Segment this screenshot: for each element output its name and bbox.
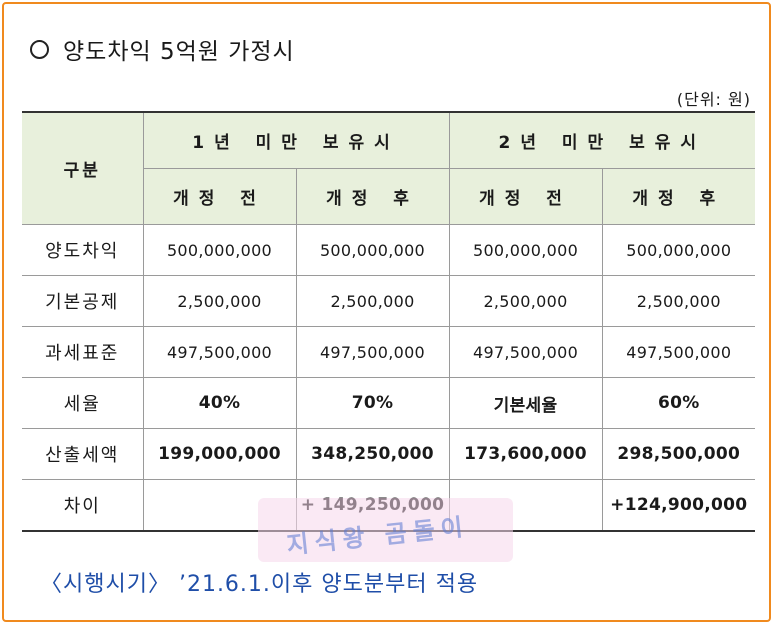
table-cell: 497,500,000 bbox=[295, 326, 450, 378]
table-cell: 348,250,000 bbox=[295, 428, 450, 480]
tax-comparison-table: 구분 1년 미만 보유시 2년 미만 보유시 개정 전 개정 후 개정 전 개정… bbox=[22, 111, 756, 532]
row-header-cell: 구분 bbox=[22, 111, 144, 225]
table-cell: 기본세율 bbox=[448, 377, 603, 429]
group-header-1: 1년 미만 보유시 bbox=[142, 111, 450, 169]
title-text: 양도차익 5억원 가정시 bbox=[63, 39, 295, 65]
table-cell: 500,000,000 bbox=[601, 224, 756, 276]
table-cell: 500,000,000 bbox=[142, 224, 297, 276]
table-cell: 497,500,000 bbox=[601, 326, 756, 378]
table-cell: 2,500,000 bbox=[448, 275, 603, 327]
row-label: 과세표준 bbox=[22, 326, 144, 378]
table-cell: 500,000,000 bbox=[448, 224, 603, 276]
table-cell: 60% bbox=[601, 377, 756, 429]
row-label: 차이 bbox=[22, 479, 144, 532]
row-label: 양도차익 bbox=[22, 224, 144, 276]
watermark: 지식왕 곰돌이 bbox=[258, 498, 513, 562]
table-row: 과세표준 497,500,000 497,500,000 497,500,000… bbox=[22, 326, 756, 378]
effective-date-note: 〈시행시기〉 ’21.6.1.이후 양도분부터 적용 bbox=[40, 572, 479, 597]
group-header-2: 2년 미만 보유시 bbox=[448, 111, 756, 169]
header-row-groups: 구분 1년 미만 보유시 2년 미만 보유시 bbox=[22, 111, 756, 225]
sub-header: 개정 전 bbox=[448, 168, 603, 225]
circle-bullet-icon bbox=[30, 39, 49, 59]
watermark-text: 지식왕 곰돌이 bbox=[285, 512, 471, 560]
table-cell: 497,500,000 bbox=[448, 326, 603, 378]
sub-header: 개정 후 bbox=[295, 168, 450, 225]
table-row: 양도차익 500,000,000 500,000,000 500,000,000… bbox=[22, 224, 756, 276]
row-label: 산출세액 bbox=[22, 428, 144, 480]
table-cell: 70% bbox=[295, 377, 450, 429]
table-cell: 173,600,000 bbox=[448, 428, 603, 480]
table-cell: 500,000,000 bbox=[295, 224, 450, 276]
table-row: 기본공제 2,500,000 2,500,000 2,500,000 2,500… bbox=[22, 275, 756, 327]
sub-header: 개정 전 bbox=[143, 168, 297, 225]
table-cell: 497,500,000 bbox=[142, 326, 297, 378]
table-cell: 199,000,000 bbox=[142, 428, 297, 480]
unit-label: (단위: 원) bbox=[676, 90, 751, 109]
table-cell: 2,500,000 bbox=[601, 275, 756, 327]
header-row-sub: 개정 전 개정 후 개정 전 개정 후 bbox=[22, 168, 756, 225]
table-cell: 40% bbox=[142, 377, 297, 429]
section-title: 양도차익 5억원 가정시 bbox=[30, 32, 295, 66]
table-cell: 298,500,000 bbox=[601, 428, 756, 480]
table-row: 산출세액 199,000,000 348,250,000 173,600,000… bbox=[22, 428, 756, 480]
table-cell: +124,900,000 bbox=[601, 479, 756, 532]
row-label: 세율 bbox=[22, 377, 144, 429]
table-row: 세율 40% 70% 기본세율 60% bbox=[22, 377, 756, 429]
table-cell: 2,500,000 bbox=[295, 275, 450, 327]
table-cell: 2,500,000 bbox=[142, 275, 297, 327]
sub-header: 개정 후 bbox=[601, 168, 756, 225]
row-label: 기본공제 bbox=[22, 275, 144, 327]
